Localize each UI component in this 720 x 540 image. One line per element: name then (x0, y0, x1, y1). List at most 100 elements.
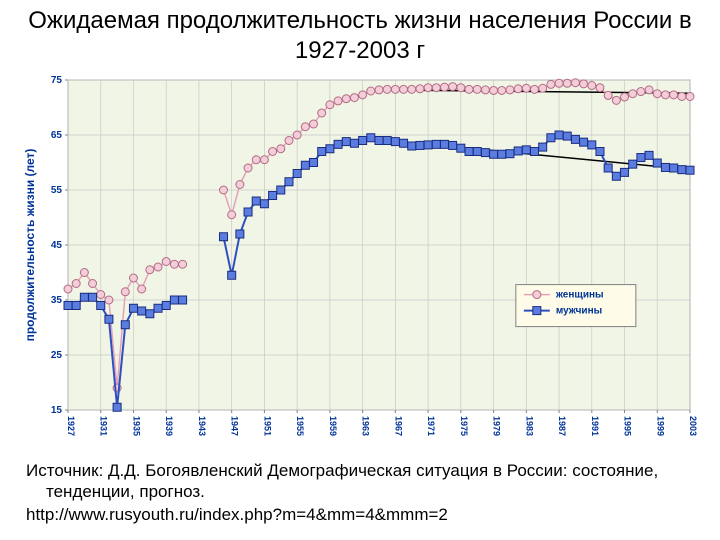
marker-мужчины (645, 151, 653, 159)
marker-мужчины (670, 164, 678, 172)
marker-мужчины (105, 315, 113, 323)
marker-женщины (80, 269, 88, 277)
marker-мужчины (661, 163, 669, 171)
marker-мужчины (506, 150, 514, 158)
marker-женщины (588, 82, 596, 90)
marker-мужчины (580, 138, 588, 146)
marker-женщины (154, 263, 162, 271)
marker-женщины (383, 85, 391, 93)
marker-мужчины (301, 161, 309, 169)
marker-женщины (621, 93, 629, 101)
marker-мужчины (228, 271, 236, 279)
marker-женщины (432, 84, 440, 92)
marker-женщины (400, 85, 408, 93)
marker-мужчины (596, 148, 604, 156)
marker-мужчины (621, 168, 629, 176)
marker-мужчины (89, 293, 97, 301)
marker-женщины (162, 258, 170, 266)
marker-женщины (310, 120, 318, 128)
marker-женщины (481, 86, 489, 94)
marker-мужчины (146, 310, 154, 318)
marker-женщины (138, 285, 146, 293)
marker-женщины (285, 137, 293, 145)
marker-мужчины (170, 296, 178, 304)
marker-женщины (465, 85, 473, 93)
marker-женщины (506, 86, 514, 94)
marker-мужчины (465, 148, 473, 156)
marker-мужчины (138, 307, 146, 315)
marker-женщины (449, 83, 457, 91)
legend-label: женщины (555, 290, 604, 301)
marker-мужчины (236, 230, 244, 238)
marker-мужчины (637, 154, 645, 162)
marker-женщины (252, 156, 260, 164)
marker-женщины (334, 97, 342, 105)
y-tick-label: 55 (51, 185, 63, 196)
marker-женщины (555, 79, 563, 87)
marker-мужчины (367, 134, 375, 142)
marker-женщины (318, 109, 326, 117)
marker-мужчины (473, 148, 481, 156)
marker-женщины (457, 84, 465, 92)
x-tick-label: 1959 (328, 416, 338, 436)
marker-женщины (326, 101, 334, 109)
chart-container: 1525354555657519271931193519391943194719… (20, 70, 700, 450)
marker-мужчины (400, 139, 408, 147)
marker-женщины (514, 85, 522, 93)
marker-женщины (596, 84, 604, 92)
x-tick-label: 1971 (426, 416, 436, 436)
marker-мужчины (424, 141, 432, 149)
marker-мужчины (531, 148, 539, 156)
marker-мужчины (269, 192, 277, 200)
marker-мужчины (588, 141, 596, 149)
marker-мужчины (678, 166, 686, 174)
marker-мужчины (498, 150, 506, 158)
x-tick-label: 1955 (295, 416, 305, 436)
x-tick-label: 1999 (655, 416, 665, 436)
marker-мужчины (121, 321, 129, 329)
marker-женщины (531, 85, 539, 93)
legend-label: мужчины (556, 306, 602, 317)
page-root: Ожидаемая продолжительность жизни населе… (0, 6, 720, 540)
marker-женщины (228, 211, 236, 219)
marker-мужчины (375, 137, 383, 145)
marker-женщины (72, 280, 80, 288)
marker-женщины (129, 274, 137, 282)
marker-женщины (170, 260, 178, 268)
marker-мужчины (359, 137, 367, 145)
x-tick-label: 1975 (459, 416, 469, 436)
marker-мужчины (342, 138, 350, 146)
marker-женщины (277, 145, 285, 153)
marker-женщины (678, 93, 686, 101)
marker-мужчины (481, 149, 489, 157)
marker-мужчины (490, 150, 498, 158)
marker-мужчины (555, 131, 563, 139)
marker-женщины (580, 80, 588, 88)
marker-мужчины (154, 304, 162, 312)
marker-женщины (629, 90, 637, 98)
marker-женщины (490, 86, 498, 94)
marker-женщины (293, 131, 301, 139)
x-tick-label: 1991 (590, 416, 600, 436)
marker-женщины (522, 84, 530, 92)
marker-мужчины (293, 170, 301, 178)
marker-женщины (367, 87, 375, 95)
marker-мужчины (408, 142, 416, 150)
marker-женщины (604, 91, 612, 99)
marker-женщины (424, 84, 432, 92)
marker-женщины (637, 88, 645, 96)
y-tick-label: 45 (51, 240, 63, 251)
chart-title: Ожидаемая продолжительность жизни населе… (20, 6, 700, 66)
marker-женщины (473, 85, 481, 93)
marker-женщины (571, 79, 579, 87)
x-tick-label: 1951 (262, 416, 272, 436)
marker-женщины (121, 288, 129, 296)
marker-женщины (236, 181, 244, 189)
marker-женщины (375, 86, 383, 94)
x-tick-label: 1963 (361, 416, 371, 436)
marker-мужчины (179, 296, 187, 304)
marker-мужчины (539, 143, 547, 151)
marker-мужчины (686, 166, 694, 174)
marker-мужчины (383, 137, 391, 145)
marker-мужчины (563, 132, 571, 140)
